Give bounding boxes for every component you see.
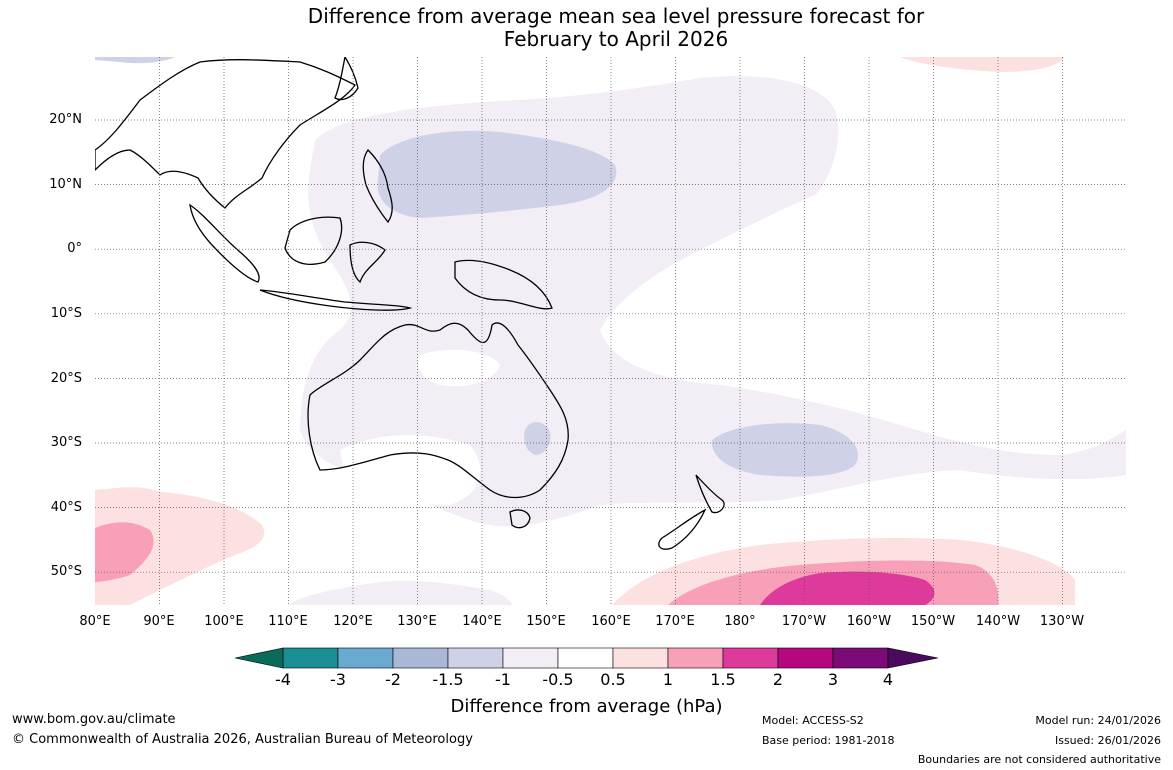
coastline-philippines (362, 149, 393, 224)
lon-label-130e: 130°E (397, 614, 437, 629)
anomaly-region-north-pacific-positive (900, 57, 1065, 72)
coastline-java (259, 289, 413, 311)
footer-model: Model: ACCESS-S2 (762, 714, 864, 727)
colorbar-tick-label: 3 (827, 670, 839, 689)
colorbar-tick-label: -3 (330, 670, 346, 689)
coastline-sumatra (189, 203, 260, 283)
colorbar-swatch (832, 647, 889, 669)
coastline-new-zealand-north (695, 474, 725, 514)
colorbar-swatch (337, 647, 394, 669)
lat-label-10s: 10°S (50, 306, 82, 321)
lon-label-160e: 160°E (591, 614, 631, 629)
anomaly-region-indian-ocean-pos1 (95, 487, 265, 605)
coastline-tasmania (509, 509, 531, 529)
colorbar (234, 647, 939, 669)
colorbar-swatch (557, 647, 614, 669)
colorbar-tick-label: -1 (495, 670, 511, 689)
lon-label-170e: 170°E (655, 614, 695, 629)
colorbar-title: Difference from average (hPa) (450, 696, 723, 717)
colorbar-tick-label: -4 (275, 670, 291, 689)
footer-base-period: Base period: 1981-2018 (762, 734, 895, 747)
coastline-asia-mainland (95, 59, 356, 209)
lon-label-80e: 80°E (79, 614, 111, 629)
lon-label-120e: 120°E (333, 614, 373, 629)
coastline-new-zealand-south (658, 508, 707, 550)
colorbar-swatch (612, 647, 669, 669)
lon-label-160w: 160°W (846, 614, 892, 629)
lat-label-40s: 40°S (50, 500, 82, 515)
lat-label-50s: 50°S (50, 564, 82, 579)
chart-title-line2: February to April 2026 (503, 27, 729, 51)
anomaly-region-indian-ocean-pos2 (95, 522, 154, 582)
lon-label-90e: 90°E (143, 614, 175, 629)
lon-label-130w: 130°W (1039, 614, 1085, 629)
colorbar-tick-label: -0.5 (542, 670, 574, 689)
colorbar-swatch (722, 647, 779, 669)
lat-label-20n: 20°N (49, 112, 82, 127)
footer-disclaimer: Boundaries are not considered authoritat… (917, 753, 1161, 766)
colorbar-swatch (777, 647, 834, 669)
anomaly-region-southern-ocean-pos3 (760, 571, 935, 605)
coastline-new-guinea (454, 259, 553, 310)
colorbar-tick-label: 0.5 (600, 670, 626, 689)
anomaly-cutout-nw-australia (418, 349, 500, 387)
lat-label-0: 0° (67, 241, 82, 256)
colorbar-swatch (447, 647, 504, 669)
lon-label-150e: 150°E (526, 614, 566, 629)
coastline-japan (334, 57, 359, 101)
lon-label-110e: 110°E (268, 614, 308, 629)
anomaly-region-east-australia (524, 421, 551, 455)
colorbar-tick-label: 1 (662, 670, 674, 689)
lon-label-140w: 140°W (975, 614, 1021, 629)
footer-url[interactable]: www.bom.gov.au/climate (12, 712, 176, 727)
anomaly-region-philippine-sea (377, 130, 617, 218)
lon-label-150w: 150°W (910, 614, 956, 629)
colorbar-tick-label: 1.5 (710, 670, 736, 689)
footer-copyright: © Commonwealth of Australia 2026, Austra… (12, 732, 473, 747)
colorbar-tick-label: -2 (385, 670, 401, 689)
colorbar-extend-min (234, 647, 284, 669)
colorbar-tick-label: 2 (772, 670, 784, 689)
chart-title-line1: Difference from average mean sea level p… (307, 4, 925, 28)
anomaly-region-topleft (95, 57, 175, 64)
anomaly-cutout-south-australia (340, 435, 481, 505)
colorbar-swatch (502, 647, 559, 669)
lon-label-170w: 170°W (781, 614, 827, 629)
colorbar-tick-label: -1.5 (432, 670, 464, 689)
lon-label-100e: 100°E (204, 614, 244, 629)
footer-issued: Issued: 26/01/2026 (1054, 734, 1161, 747)
coastline-sulawesi (349, 241, 386, 284)
colorbar-swatch (392, 647, 449, 669)
coastline-borneo (284, 216, 343, 265)
colorbar-tick-label: 4 (882, 670, 894, 689)
lon-label-180: 180° (724, 614, 756, 629)
lon-label-140e: 140°E (462, 614, 502, 629)
lat-label-30s: 30°S (50, 435, 82, 450)
colorbar-swatch (282, 647, 339, 669)
anomaly-region-south-band (290, 580, 512, 605)
anomaly-region-tasman (711, 423, 859, 477)
lat-label-20s: 20°S (50, 371, 82, 386)
footer-model-run: Model run: 24/01/2026 (1035, 714, 1161, 727)
lat-label-10n: 10°N (49, 177, 82, 192)
colorbar-extend-max (887, 647, 939, 669)
coastline-australia (307, 322, 569, 499)
colorbar-swatch (667, 647, 724, 669)
